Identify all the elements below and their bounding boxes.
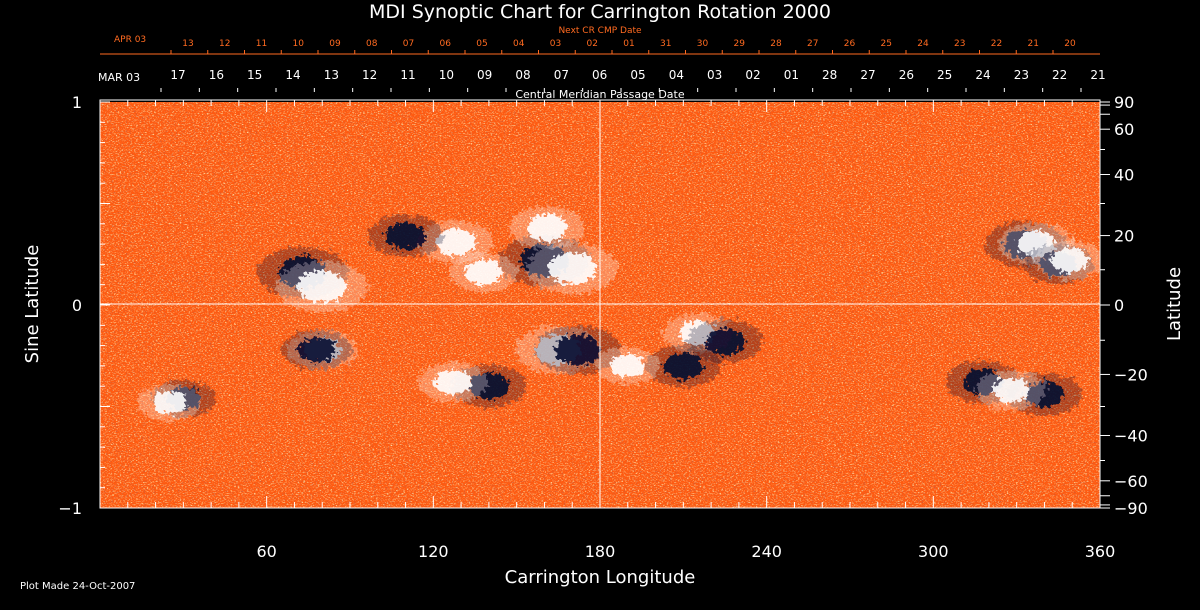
x-axis-label: Carrington Longitude <box>505 567 696 588</box>
next-cmp-day-label: 23 <box>954 39 965 49</box>
cmp-day-label: 10 <box>439 68 454 82</box>
y-axis-left: 1 0 −1 <box>58 93 110 518</box>
cmp-day-label: 05 <box>630 68 645 82</box>
y-tick-label-left: 1 <box>72 93 82 112</box>
y-tick-label-right: 0 <box>1114 296 1124 315</box>
active-region-core <box>527 214 568 242</box>
next-cmp-day-label: 12 <box>219 39 230 49</box>
chart-title: MDI Synoptic Chart for Carrington Rotati… <box>369 1 831 23</box>
active-region-core <box>555 334 601 365</box>
y-tick-label-right: 40 <box>1114 166 1134 185</box>
next-cmp-day-label: 09 <box>329 39 341 49</box>
next-cmp-day-label: 28 <box>770 39 782 49</box>
active-region-core <box>385 222 426 250</box>
y-axis-left-label: Sine Latitude <box>22 245 43 364</box>
x-tick-label: 120 <box>418 542 449 561</box>
next-cmp-day-label: 06 <box>440 39 452 49</box>
cmp-day-label: 27 <box>860 68 875 82</box>
next-cmp-day-label: 29 <box>734 39 746 49</box>
y-axis-right-label: Latitude <box>1164 267 1185 341</box>
next-cmp-day-label: 26 <box>844 39 856 49</box>
next-cmp-day-label: 10 <box>293 39 305 49</box>
next-cmp-day-label: 07 <box>403 39 414 49</box>
active-region-core <box>434 369 472 395</box>
cmp-day-label: 26 <box>899 68 914 82</box>
next-cmp-day-label: 03 <box>550 39 561 49</box>
active-region-core <box>663 352 704 380</box>
y-tick-label-right: 90 <box>1114 93 1134 112</box>
cmp-day-label: 08 <box>515 68 530 82</box>
active-region-core <box>298 270 347 303</box>
next-cmp-day-label: 22 <box>991 39 1002 49</box>
active-regions <box>137 206 1100 421</box>
cmp-day-label: 09 <box>477 68 492 82</box>
y-axis-right: 90 60 40 20 0 −20 −40 −60 −90 <box>1100 93 1148 518</box>
active-region-core <box>548 252 597 285</box>
next-cmp-day-label: 08 <box>366 39 378 49</box>
active-region-core <box>705 328 745 355</box>
cmp-day-label: 25 <box>937 68 952 82</box>
active-region-core <box>435 228 476 256</box>
cmp-day-label: 01 <box>784 68 799 82</box>
next-cmp-axis-label: Next CR CMP Date <box>558 26 642 36</box>
next-cmp-start-label: APR 03 <box>114 35 146 45</box>
y-tick-label-right: 60 <box>1114 120 1134 139</box>
cmp-day-label: 11 <box>400 68 415 82</box>
cmp-day-label: 03 <box>707 68 722 82</box>
active-region-core <box>464 260 502 285</box>
x-tick-label: 60 <box>256 542 276 561</box>
cmp-day-label: 06 <box>592 68 607 82</box>
x-tick-label: 180 <box>585 542 616 561</box>
next-cmp-day-label: 27 <box>807 39 818 49</box>
cmp-day-label: 04 <box>669 68 684 82</box>
next-cmp-day-label: 24 <box>917 39 929 49</box>
y-tick-label-right: −60 <box>1114 472 1148 491</box>
active-region-core <box>298 337 336 363</box>
next-cmp-day-label: 13 <box>182 39 193 49</box>
active-region-core <box>1051 247 1088 273</box>
magnetogram-map <box>100 102 1100 508</box>
next-cmp-day-label: 30 <box>697 39 709 49</box>
y-tick-label-right: −20 <box>1114 365 1148 384</box>
x-tick-label: 300 <box>918 542 949 561</box>
next-cmp-day-label: 31 <box>660 39 671 49</box>
active-region-core <box>152 390 187 414</box>
y-tick-label-left: 0 <box>72 296 82 315</box>
y-tick-label-left: −1 <box>58 499 82 518</box>
active-region-core <box>992 377 1030 403</box>
cmp-day-label: 14 <box>285 68 300 82</box>
cmp-day-label: 02 <box>745 68 760 82</box>
cmp-axis-label: Central Meridian Passage Date <box>515 88 684 101</box>
cmp-day-label: 17 <box>170 68 185 82</box>
y-tick-label-right: −40 <box>1114 426 1148 445</box>
x-tick-label: 360 <box>1085 542 1116 561</box>
cmp-day-label: 24 <box>975 68 990 82</box>
next-cmp-day-label: 05 <box>476 39 487 49</box>
cmp-day-label: 28 <box>822 68 837 82</box>
cmp-day-label: 22 <box>1052 68 1067 82</box>
plot-made-note: Plot Made 24-Oct-2007 <box>20 581 135 592</box>
cmp-day-label: 07 <box>554 68 569 82</box>
cmp-day-label: 23 <box>1014 68 1029 82</box>
y-tick-label-right: −90 <box>1114 499 1148 518</box>
cmp-day-label: 16 <box>209 68 224 82</box>
next-cmp-day-label: 25 <box>881 39 892 49</box>
active-region-core <box>610 354 645 378</box>
next-cmp-day-label: 02 <box>587 39 598 49</box>
cmp-day-label: 13 <box>324 68 339 82</box>
next-cmp-day-label: 21 <box>1028 39 1039 49</box>
next-cmp-day-label: 11 <box>256 39 267 49</box>
next-cmp-day-label: 01 <box>623 39 634 49</box>
cmp-day-label: 21 <box>1090 68 1105 82</box>
cmp-day-label: 15 <box>247 68 262 82</box>
cmp-start-label: MAR 03 <box>98 71 140 84</box>
next-cmp-day-label: 04 <box>513 39 525 49</box>
x-axis: 60 120 180 240 300 360 <box>127 100 1116 561</box>
next-cmp-axis: 13 12 11 10 09 08 07 06 05 04 03 02 01 31 30 29 28 27 26 25… <box>100 39 1100 55</box>
next-cmp-day-label: 20 <box>1064 39 1076 49</box>
y-tick-label-right: 20 <box>1114 227 1134 246</box>
x-tick-label: 240 <box>751 542 782 561</box>
cmp-day-label: 12 <box>362 68 377 82</box>
